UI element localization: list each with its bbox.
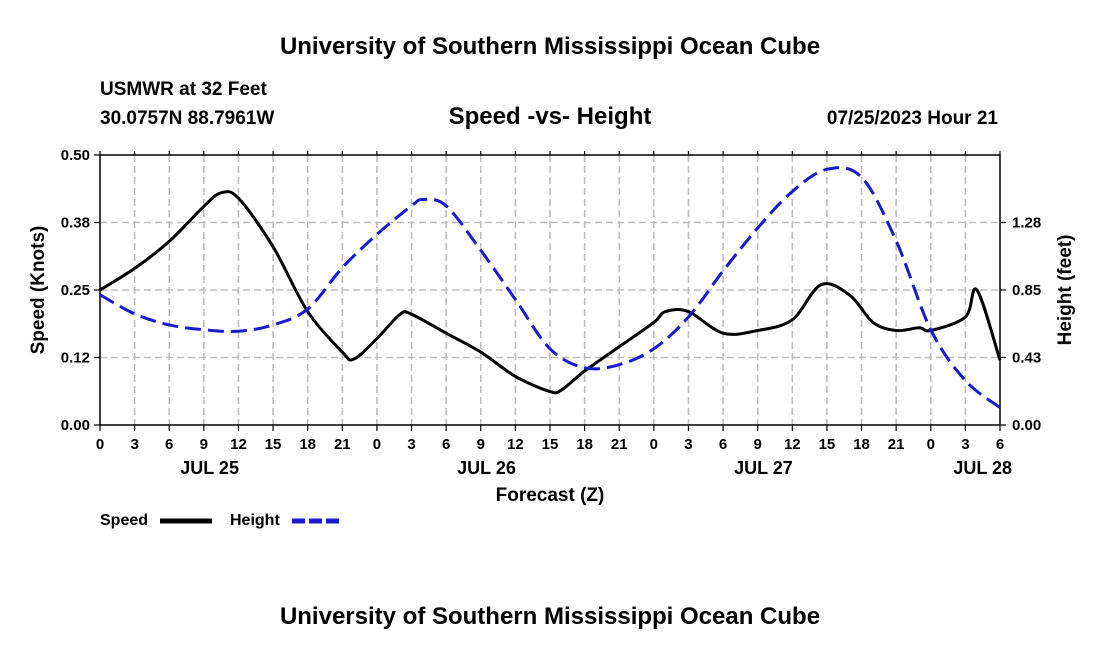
legend: Speed Height	[100, 512, 342, 529]
x-tick-label: 12	[507, 436, 524, 453]
x-tick-label: 15	[542, 436, 559, 453]
y-left-tick-label: 0.25	[61, 282, 90, 299]
axis-ticks: 0 3 6 9 12 15 18 21 0 3 6 9 12 15 18 21 0 3 6 9 12 15 18 21 0 3 60…	[61, 147, 1041, 478]
grid-lines	[100, 154, 1000, 425]
day-label: JUL 28	[953, 458, 1012, 478]
x-axis-label: Forecast (Z)	[496, 485, 605, 506]
y-right-tick-label: 0.00	[1012, 417, 1041, 434]
x-tick-label: 15	[265, 436, 282, 453]
x-tick-label: 6	[165, 436, 173, 453]
y-axis-left-label: Speed (Knots)	[28, 226, 49, 355]
x-tick-label: 12	[230, 436, 247, 453]
y-right-tick-label: 1.28	[1012, 215, 1041, 232]
x-tick-label: 0	[96, 436, 104, 453]
day-label: JUL 25	[180, 458, 239, 478]
x-tick-label: 6	[442, 436, 450, 453]
x-tick-label: 0	[373, 436, 381, 453]
day-label: JUL 26	[457, 458, 516, 478]
x-tick-label: 15	[819, 436, 836, 453]
x-tick-label: 6	[996, 436, 1004, 453]
legend-height-label: Height	[230, 512, 280, 529]
x-tick-label: 18	[853, 436, 870, 453]
y-right-tick-label: 0.43	[1012, 350, 1041, 367]
x-tick-label: 9	[754, 436, 762, 453]
legend-speed-label: Speed	[100, 512, 148, 529]
location-label: 30.0757N 88.7961W	[100, 108, 274, 129]
data-series	[99, 166, 1002, 409]
chart-title: University of Southern Mississippi Ocean…	[280, 33, 820, 60]
y-left-tick-label: 0.00	[61, 417, 90, 434]
day-label: JUL 27	[734, 458, 793, 478]
x-tick-label: 0	[650, 436, 658, 453]
y-left-tick-label: 0.50	[61, 147, 90, 164]
x-tick-label: 9	[200, 436, 208, 453]
series-line-speed	[99, 190, 1002, 395]
datetime-label: 07/25/2023 Hour 21	[827, 108, 999, 129]
chart-subtitle: Speed -vs- Height	[449, 103, 652, 130]
station-label: USMWR at 32 Feet	[100, 79, 267, 100]
x-tick-label: 12	[784, 436, 801, 453]
x-tick-label: 3	[684, 436, 692, 453]
x-tick-label: 21	[611, 436, 628, 453]
x-tick-label: 21	[334, 436, 351, 453]
x-tick-label: 3	[407, 436, 415, 453]
x-tick-label: 21	[888, 436, 905, 453]
x-tick-label: 3	[961, 436, 969, 453]
y-right-tick-label: 0.85	[1012, 282, 1041, 299]
series-line-height	[99, 166, 1001, 409]
x-tick-label: 18	[576, 436, 593, 453]
x-tick-label: 0	[927, 436, 935, 453]
footer-title: University of Southern Mississippi Ocean…	[280, 603, 820, 630]
y-left-tick-label: 0.38	[61, 215, 90, 232]
y-axis-right-label: Height (feet)	[1055, 235, 1076, 346]
x-tick-label: 3	[130, 436, 138, 453]
x-tick-label: 18	[299, 436, 316, 453]
x-tick-label: 9	[477, 436, 485, 453]
x-tick-label: 6	[719, 436, 727, 453]
y-left-tick-label: 0.12	[61, 350, 90, 367]
